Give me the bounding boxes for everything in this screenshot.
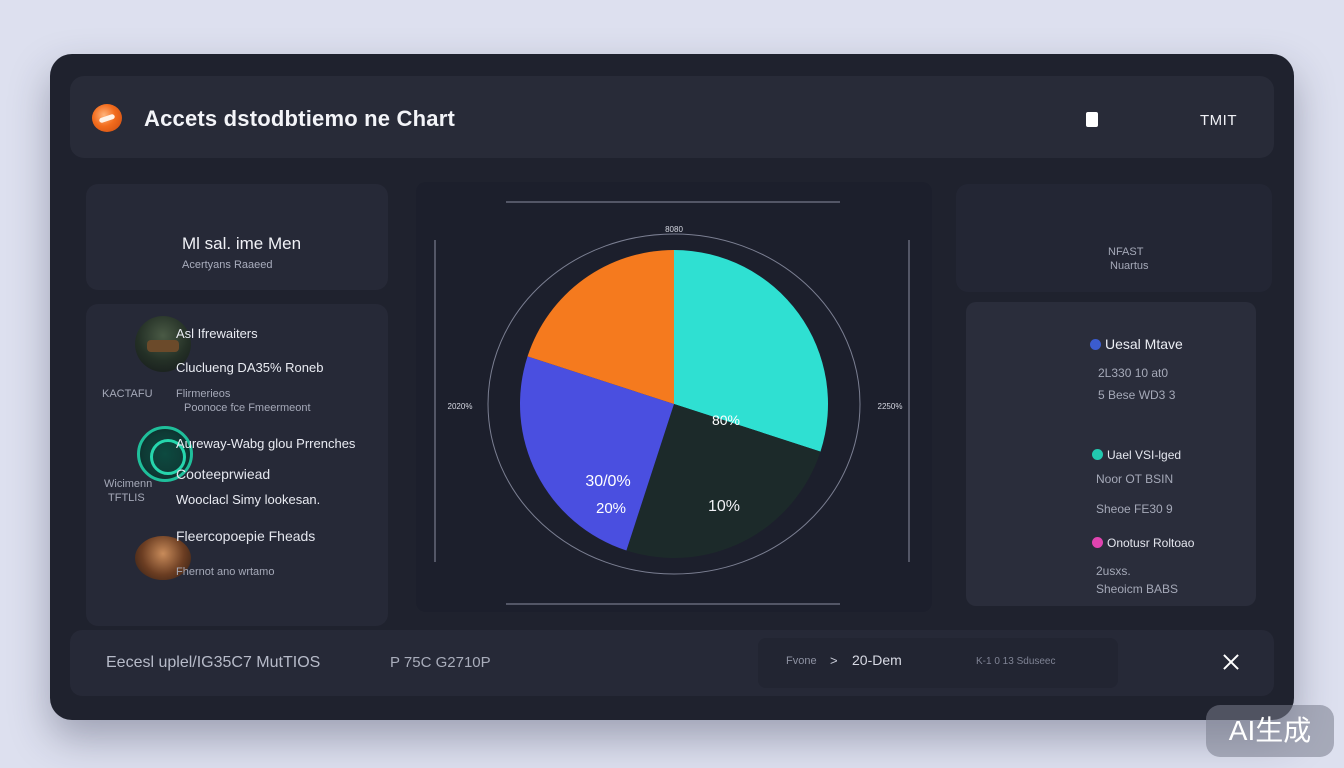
footer-left-secondary: P 75C G2710P	[390, 654, 491, 671]
legend-value: 2L330 10 at0	[1098, 366, 1169, 380]
footer-left-text: Eecesl uplel/IG35C7 MutTIOS	[106, 654, 321, 671]
summary-title: Ml sal. ime Men	[182, 234, 302, 253]
footer-mid-right: K-1 0 13 Sduseec	[976, 656, 1056, 667]
slice-extra-label: 20%	[596, 500, 626, 517]
chart-right-label: 2250%	[878, 402, 903, 411]
ai-generated-badge: AI生成	[1206, 705, 1334, 757]
summary-subtitle: Acertyans Raaeed	[182, 259, 273, 271]
pie-chart: 8080 2020% 2250% 80% 10% 30/0% 20%	[434, 201, 910, 605]
slice-label: 80%	[712, 412, 740, 428]
legend-value: 2usxs.	[1096, 564, 1131, 578]
footer-mid-value[interactable]: 20-Dem	[852, 652, 902, 668]
app-window: Accets dstodbtiemo ne Chart TMIT Ml sal.…	[50, 54, 1294, 720]
legend-value: 5 Bese WD3 3	[1098, 388, 1176, 402]
app-logo-icon	[92, 104, 122, 132]
list-item[interactable]: Aureway-Wabg glou Prrenches	[176, 436, 356, 451]
list-item: Poonoce fce Fmeermeont	[184, 402, 311, 414]
legend-value: Sheoe FE30 9	[1096, 502, 1173, 516]
chart-outer-ring	[487, 233, 861, 575]
slice-label: 30/0%	[585, 473, 630, 490]
summary-card: Ml sal. ime Men Acertyans Raaeed	[86, 184, 388, 290]
chart-top-label: 8080	[665, 225, 683, 234]
legend-dot-icon	[1092, 537, 1103, 548]
footer-bar: Eecesl uplel/IG35C7 MutTIOS P 75C G2710P…	[70, 630, 1274, 696]
list-item[interactable]: Wooclacl Simy lookesan.	[176, 492, 321, 507]
footer-navigation: Fvone > 20-Dem K-1 0 13 Sduseec	[758, 638, 1118, 688]
list-item: Wicimenn	[104, 478, 153, 490]
list-item: Flirmerieos	[176, 388, 231, 400]
legend-item[interactable]: Onotusr Roltoao	[1092, 536, 1194, 550]
document-icon[interactable]	[1086, 112, 1098, 127]
legend-label: Onotusr Roltoao	[1107, 536, 1195, 550]
legend-dot-icon	[1092, 449, 1103, 460]
slice-label: 10%	[708, 498, 740, 515]
legend-item[interactable]: Uesal Mtave	[1090, 336, 1183, 352]
list-item: KACTAFU	[102, 388, 153, 400]
header-right-label[interactable]: TMIT	[1200, 112, 1237, 129]
chart-left-label: 2020%	[448, 402, 473, 411]
header-bar: Accets dstodbtiemo ne Chart TMIT	[70, 76, 1274, 158]
pie-slice-3[interactable]	[527, 250, 674, 404]
legend-label: Uael VSI-lged	[1107, 448, 1182, 462]
list-item: TFTLIS	[108, 492, 145, 504]
legend-item[interactable]: Uael VSI-lged	[1092, 448, 1181, 462]
list-item: Fhernot ano wrtamo	[176, 566, 275, 578]
close-icon[interactable]	[1220, 652, 1242, 674]
pie-slice-0[interactable]	[674, 250, 828, 452]
right-info-card: NFAST Nuartus	[956, 184, 1272, 292]
list-item[interactable]: Cluclueng DA35% Roneb	[176, 360, 324, 375]
list-item[interactable]: Asl Ifrewaiters	[176, 326, 258, 341]
pie-slice-2[interactable]	[520, 356, 674, 551]
list-item[interactable]: Fleercopoepie Fheads	[176, 528, 316, 544]
footer-mid-prefix: Fvone	[786, 655, 817, 667]
left-list-panel: Asl Ifrewaiters Cluclueng DA35% Roneb KA…	[86, 304, 388, 626]
avatar[interactable]	[135, 536, 191, 580]
info-line: Nuartus	[1110, 260, 1149, 272]
legend-value: Sheoicm BABS	[1096, 582, 1179, 596]
avatar[interactable]	[137, 426, 193, 482]
info-line: NFAST	[1108, 246, 1144, 258]
page-title: Accets dstodbtiemo ne Chart	[144, 106, 456, 131]
legend-value: Noor OT BSIN	[1096, 472, 1174, 486]
chevron-right-icon[interactable]: >	[830, 653, 838, 668]
list-item[interactable]: Cooteeprwiead	[176, 466, 271, 482]
chart-panel: 8080 2020% 2250% 80% 10% 30/0% 20%	[416, 182, 932, 612]
pie-slice-1[interactable]	[626, 404, 821, 558]
legend-label: Uesal Mtave	[1105, 336, 1183, 352]
legend-dot-icon	[1090, 339, 1101, 350]
avatar[interactable]	[135, 316, 191, 372]
right-legend-panel: Uesal Mtave 2L330 10 at0 5 Bese WD3 3 Ua…	[966, 302, 1256, 606]
